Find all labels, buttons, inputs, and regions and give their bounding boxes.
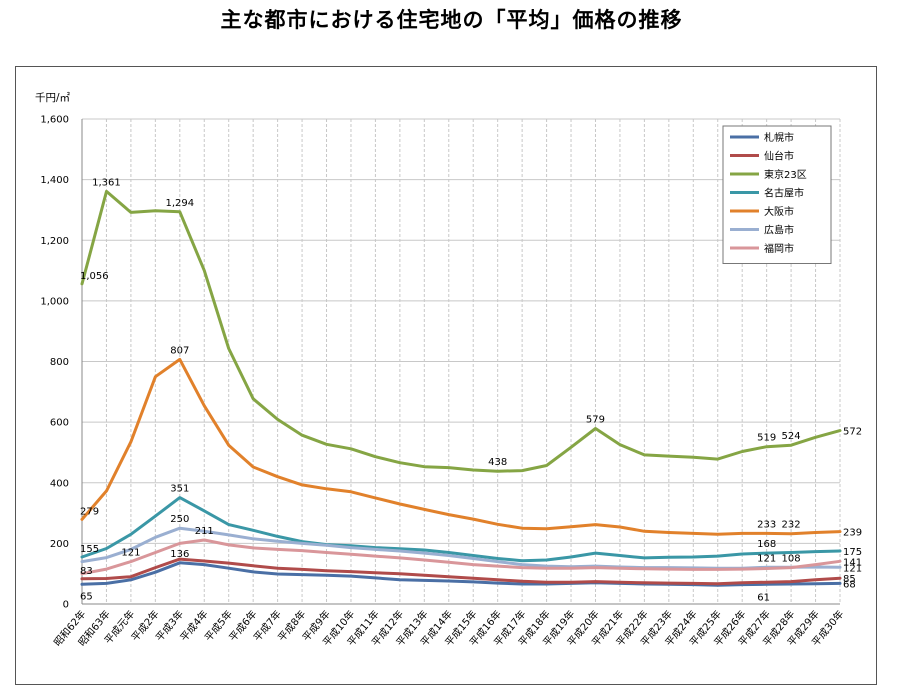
data-label: 807 — [170, 345, 189, 356]
data-label: 141 — [843, 557, 862, 568]
legend-label: 広島市 — [764, 224, 794, 237]
series-line — [80, 561, 842, 587]
legend-label: 東京23区 — [764, 168, 807, 181]
y-tick-label: 1,400 — [40, 175, 69, 186]
data-label: 65 — [80, 591, 93, 602]
data-label: 108 — [782, 554, 801, 565]
data-label: 579 — [586, 414, 605, 425]
legend-label: 福岡市 — [764, 242, 794, 255]
data-label: 519 — [757, 433, 776, 444]
data-label: 61 — [757, 592, 770, 603]
y-tick-label: 200 — [50, 539, 69, 550]
series-line — [80, 496, 842, 563]
data-label: 572 — [843, 427, 862, 438]
legend-box — [722, 125, 832, 264]
data-label: 155 — [80, 544, 99, 555]
data-label: 136 — [170, 549, 189, 560]
legend-label: 名古屋市 — [764, 187, 804, 200]
series-line — [80, 538, 842, 576]
data-label: 121 — [843, 563, 862, 574]
data-label: 250 — [170, 514, 189, 525]
series-line — [80, 357, 842, 536]
data-label: 232 — [782, 520, 801, 531]
data-label: 1,294 — [165, 198, 194, 209]
data-label: 85 — [843, 574, 856, 585]
y-tick-label: 400 — [50, 478, 69, 489]
y-tick-label: 1,200 — [40, 236, 69, 247]
data-label: 351 — [170, 484, 189, 495]
data-label: 211 — [195, 526, 214, 537]
series-line — [80, 557, 842, 586]
data-label: 524 — [782, 431, 801, 442]
y-tick-label: 0 — [63, 600, 69, 611]
data-label: 233 — [757, 519, 776, 530]
data-label: 175 — [843, 547, 862, 558]
data-label: 168 — [757, 539, 776, 550]
data-label: 83 — [80, 566, 93, 577]
data-label: 1,361 — [92, 177, 121, 188]
y-tick-label: 800 — [50, 357, 69, 368]
series-lines — [80, 189, 842, 587]
chart-frame — [15, 66, 877, 685]
data-label: 68 — [843, 579, 856, 590]
data-label: 438 — [488, 457, 507, 468]
series-line — [80, 189, 842, 473]
legend-label: 大阪市 — [764, 205, 794, 218]
data-label: 121 — [757, 553, 776, 564]
y-tick-label: 1,000 — [40, 296, 69, 307]
data-label: 1,056 — [80, 271, 109, 282]
legend-label: 札幌市 — [764, 131, 794, 144]
chart-title: 主な都市における住宅地の「平均」価格の推移 — [220, 8, 683, 32]
y-tick-label: 1,600 — [40, 115, 69, 126]
y-axis-unit-label: 千円/㎡ — [35, 92, 71, 104]
data-label: 239 — [843, 528, 862, 539]
y-tick-label: 600 — [50, 418, 69, 429]
data-label: 279 — [80, 506, 99, 517]
data-labels: 65 136 68 83 85 1,056 1,361 1,294 438 579 519 524 57… — [80, 177, 862, 603]
legend-label: 仙台市 — [764, 150, 794, 163]
data-label: 121 — [121, 548, 140, 559]
